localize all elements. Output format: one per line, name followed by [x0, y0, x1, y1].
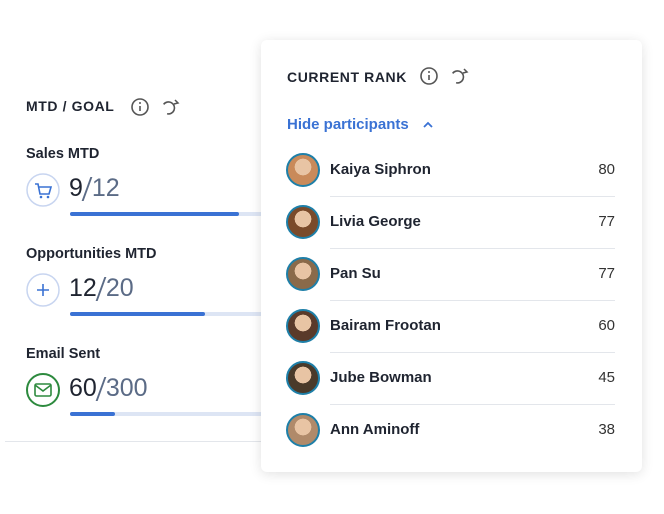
goal: 12 [91, 174, 120, 202]
participant-name: Jube Bowman [330, 369, 432, 386]
row-separator [330, 352, 615, 353]
row-separator [330, 300, 615, 301]
goal: 20 [105, 274, 134, 302]
participant-name: Kaiya Siphron [330, 161, 431, 178]
goal: 300 [105, 374, 148, 402]
avatar [286, 153, 320, 187]
metric-value: 60 300 [69, 374, 148, 403]
avatar [286, 361, 320, 395]
slash [95, 276, 107, 301]
progress-fill [70, 212, 239, 216]
metric-label: Sales MTD [26, 146, 100, 162]
metric-label: Email Sent [26, 346, 101, 362]
row-separator [330, 404, 615, 405]
divider [5, 441, 261, 442]
avatar [286, 309, 320, 343]
chevron[interactable] [421, 118, 435, 132]
progress-track [70, 412, 295, 416]
avatar [286, 257, 320, 291]
metric-icon [26, 273, 60, 307]
participant-name: Pan Su [330, 265, 381, 282]
header-icons [131, 98, 180, 116]
metric-value: 9 12 [69, 174, 120, 203]
metric-icon [26, 173, 60, 207]
participant-name: Bairam Frootan [330, 317, 441, 334]
card-icons [420, 67, 469, 85]
participant-score: 38 [598, 421, 615, 438]
left-title: MTD / GOAL [26, 98, 115, 114]
participant-score: 60 [598, 317, 615, 334]
card-title: CURRENT RANK [287, 69, 407, 85]
participant-score: 77 [598, 265, 615, 282]
metric-label: Opportunities MTD [26, 246, 157, 262]
participant-score: 45 [598, 369, 615, 386]
avatar [286, 205, 320, 239]
toggle-link[interactable]: Hide participants [287, 116, 409, 133]
participant-score: 77 [598, 213, 615, 230]
metric-value: 12 20 [69, 274, 134, 303]
metric-icon [26, 373, 60, 407]
current: 9 [69, 174, 83, 202]
progress-fill [70, 312, 205, 316]
rank-card: CURRENT RANK Hide participants Kaiya Sip… [261, 40, 642, 472]
participant-name: Livia George [330, 213, 421, 230]
avatar [286, 413, 320, 447]
participant-score: 80 [598, 161, 615, 178]
slash [95, 376, 107, 401]
slash [81, 176, 93, 201]
row-separator [330, 196, 615, 197]
current: 60 [69, 374, 97, 402]
row-separator [330, 248, 615, 249]
participant-name: Ann Aminoff [330, 421, 420, 438]
progress-fill [70, 412, 115, 416]
current: 12 [69, 274, 97, 302]
